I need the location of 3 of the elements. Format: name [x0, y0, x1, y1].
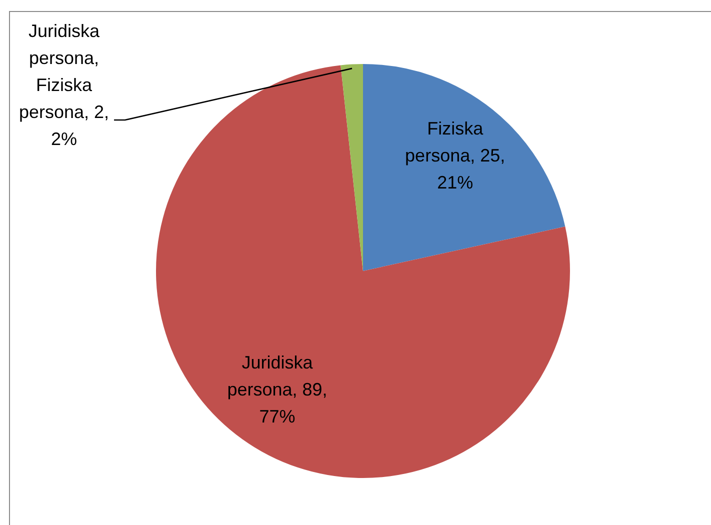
slice-label: Juridiska persona, 89, 77%: [227, 352, 328, 426]
slice-label: Fiziska persona, 25, 21%: [405, 118, 506, 192]
slice-label: Juridiska persona, Fiziska persona, 2, 2%: [18, 20, 110, 149]
